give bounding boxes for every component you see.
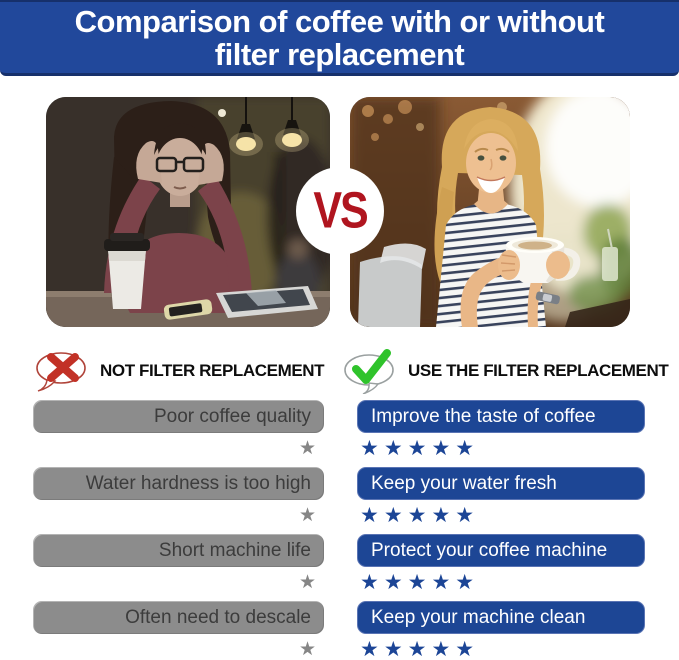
title-line-2: filter replacement — [214, 36, 465, 72]
pro-bar-1-label: Improve the taste of coffee — [371, 405, 596, 427]
right-column-header: USE THE FILTER REPLACEMENT — [341, 348, 669, 394]
pro-rating-3: ★★★★★ — [360, 570, 480, 594]
con-rating-1: ★ — [298, 437, 316, 459]
pro-bar-4-label: Keep your machine clean — [371, 606, 586, 628]
con-bar-2: Water hardness is too high — [33, 467, 324, 500]
photo-with-filter — [350, 97, 630, 327]
con-rating-2: ★ — [298, 504, 316, 526]
left-column-header: NOT FILTER REPLACEMENT — [33, 348, 325, 394]
con-bar-4-label: Often need to descale — [125, 606, 311, 628]
check-speech-bubble-icon — [344, 349, 394, 394]
pro-bar-3: Protect your coffee machine — [357, 534, 645, 567]
pro-bar-4: Keep your machine clean — [357, 601, 645, 634]
con-bar-1-label: Poor coffee quality — [153, 405, 311, 427]
pro-bar-3-label: Protect your coffee machine — [371, 539, 608, 561]
stressed-woman-illustration — [46, 97, 330, 327]
pro-rating-1: ★★★★★ — [360, 436, 480, 460]
pro-bar-2: Keep your water fresh — [357, 467, 645, 500]
con-bar-2-label: Water hardness is too high — [85, 472, 311, 494]
con-bar-3: Short machine life — [33, 534, 324, 567]
con-rating-3: ★ — [298, 571, 316, 593]
vs-badge: VS — [296, 167, 384, 255]
photo-without-filter — [46, 97, 330, 327]
title-line-1: Comparison of coffee with or without — [74, 3, 605, 39]
pro-bar-2-label: Keep your water fresh — [371, 472, 557, 494]
pro-rating-2: ★★★★★ — [360, 503, 480, 527]
con-rating-4: ★ — [298, 638, 316, 660]
con-bar-1: Poor coffee quality — [33, 400, 324, 433]
right-column-header-label: USE THE FILTER REPLACEMENT — [408, 361, 669, 380]
con-bar-4: Often need to descale — [33, 601, 324, 634]
x-speech-bubble-icon — [36, 352, 86, 392]
con-bar-3-label: Short machine life — [158, 539, 311, 561]
title-banner: Comparison of coffee with or without fil… — [0, 0, 679, 76]
left-column-header-label: NOT FILTER REPLACEMENT — [100, 361, 325, 380]
pro-bar-1: Improve the taste of coffee — [357, 400, 645, 433]
vs-label: VS — [313, 182, 368, 239]
pro-rating-4: ★★★★★ — [360, 637, 480, 660]
happy-woman-illustration — [350, 97, 630, 327]
